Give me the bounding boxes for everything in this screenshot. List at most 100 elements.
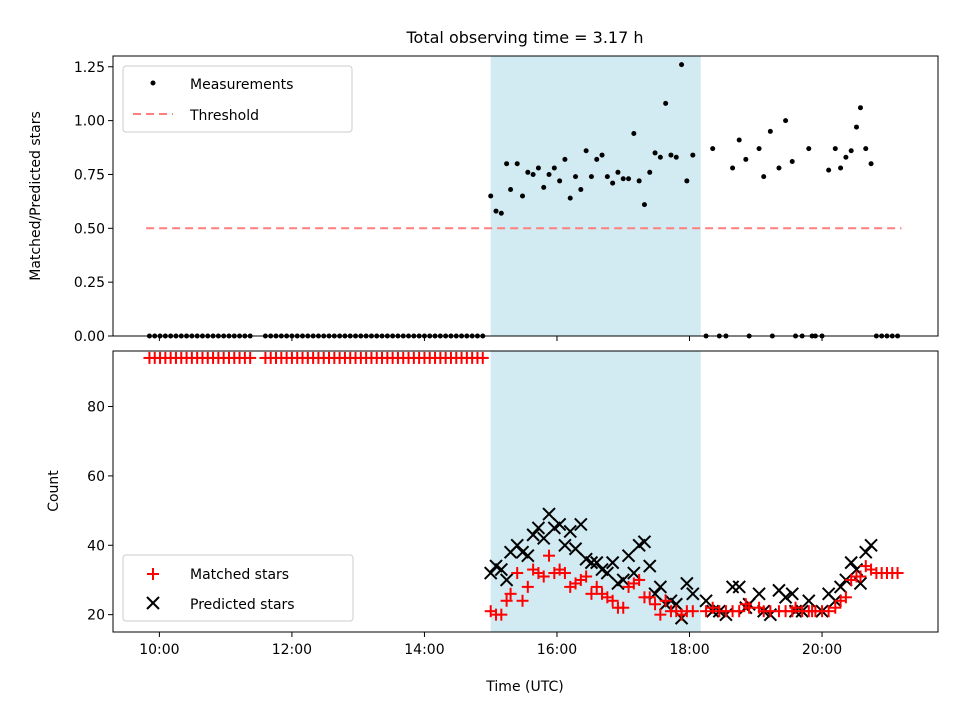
- predicted-stars-point: [568, 542, 583, 556]
- measurement-point: [652, 150, 658, 156]
- measurement-point: [641, 202, 647, 208]
- predicted-stars-point: [590, 555, 604, 570]
- chart-title: Total observing time = 3.17 h: [405, 28, 643, 47]
- measurement-point: [684, 178, 690, 184]
- measurement-point: [551, 165, 557, 171]
- matched-stars-point: [839, 591, 852, 604]
- predicted-stars-point: [699, 594, 713, 608]
- measurement-point: [583, 148, 589, 154]
- ratio-panel-frame: [112, 55, 939, 337]
- legend-marker-predicted: [146, 596, 160, 610]
- matched-stars-point: [654, 608, 667, 621]
- matched-stars-point: [733, 605, 746, 618]
- predicted-stars-point: [574, 517, 588, 532]
- predicted-stars-point: [542, 507, 556, 521]
- measurement-point: [493, 208, 499, 214]
- measurement-point: [610, 180, 616, 186]
- measurement-point: [663, 100, 669, 106]
- measurement-point: [520, 193, 526, 199]
- count-panel-x-axis: 10:00 12:00 14:00 16:00 18:00 20:00: [139, 632, 842, 658]
- legend-label-threshold: Threshold: [189, 108, 259, 124]
- measurement-point: [710, 146, 716, 152]
- predicted-stars-point: [752, 587, 766, 601]
- predicted-stars-point: [732, 580, 746, 594]
- legend-label-measurements: Measurements: [190, 77, 293, 93]
- measurement-point: [783, 118, 789, 124]
- predicted-stars-point: [558, 538, 572, 552]
- predicted-stars-point: [494, 562, 509, 577]
- matched-stars-point: [558, 567, 571, 580]
- measurement-point: [853, 124, 859, 130]
- measurement-point: [863, 146, 869, 152]
- predicted-stars-point: [616, 573, 630, 587]
- legend-box: [122, 65, 353, 133]
- x-tick-label: 10:00: [139, 642, 179, 658]
- matched-stars-point: [659, 594, 672, 607]
- predicted-stars-point: [859, 545, 873, 559]
- predicted-stars-point: [778, 590, 793, 605]
- measurement-point: [826, 167, 832, 173]
- measurement-point: [525, 169, 531, 175]
- measurement-point: [604, 174, 610, 180]
- predicted-stars-point: [552, 517, 567, 532]
- matched-stars-point: [606, 594, 619, 607]
- predicted-stars-point: [627, 566, 641, 580]
- measurement-point: [546, 171, 552, 177]
- y-tick-label: 0.00: [74, 329, 105, 345]
- measurement-point: [690, 152, 696, 158]
- measurement-point: [776, 165, 782, 171]
- measurement-point: [504, 161, 510, 167]
- predicted-stars-point: [621, 548, 636, 563]
- matched-stars-point: [495, 608, 508, 621]
- measurement-point: [578, 187, 584, 193]
- measurement-point: [668, 152, 674, 158]
- measurement-point: [838, 165, 844, 171]
- matched-stars-point: [537, 570, 550, 583]
- matched-stars-point: [617, 601, 630, 614]
- x-axis-label: Time (UTC): [485, 679, 563, 695]
- predicted-stars-point: [484, 566, 498, 580]
- measurements-series: [146, 62, 901, 339]
- measurement-point: [508, 187, 514, 193]
- matched-stars-point: [504, 587, 517, 600]
- measurement-point: [562, 156, 568, 162]
- ratio-panel-y-axis: 0.00 0.25 0.50 0.75 1.00 1.25: [74, 60, 113, 345]
- x-tick-label: 16:00: [537, 642, 577, 658]
- y-tick-label: 40: [87, 538, 105, 554]
- measurement-point: [761, 174, 767, 180]
- measurement-point: [498, 210, 504, 216]
- matched-stars-point: [585, 587, 598, 600]
- matched-stars-point: [854, 570, 867, 583]
- measurement-point: [756, 146, 762, 152]
- measurement-point: [647, 169, 653, 175]
- y-tick-label: 80: [87, 400, 105, 416]
- predicted-stars-point: [605, 555, 620, 570]
- measurement-point: [743, 156, 749, 162]
- y-tick-label: 60: [87, 469, 105, 485]
- predicted-stars-point: [785, 587, 799, 601]
- predicted-stars-point: [563, 524, 577, 539]
- measurement-point: [488, 193, 494, 199]
- measurement-point: [626, 176, 632, 182]
- predicted-stars-point: [521, 548, 535, 563]
- measurement-point: [541, 184, 547, 190]
- measurement-point: [730, 165, 736, 171]
- measurement-point: [789, 159, 795, 165]
- matched-stars-point: [633, 573, 646, 586]
- ratio-panel-y-label: Matched/Predicted stars: [28, 111, 44, 281]
- predicted-stars-point: [526, 528, 540, 542]
- matched-stars-point: [590, 580, 603, 593]
- predicted-stars-point: [686, 587, 700, 601]
- y-tick-label: 0.75: [74, 167, 105, 183]
- y-tick-label: 0.50: [74, 221, 105, 237]
- measurement-point: [767, 128, 773, 134]
- predicted-stars-point: [844, 555, 858, 570]
- predicted-stars-point: [499, 573, 514, 587]
- legend-label-predicted: Predicted stars: [190, 597, 295, 613]
- predicted-stars-point: [864, 538, 878, 552]
- matched-stars-point: [543, 549, 556, 562]
- measurement-point: [868, 161, 874, 167]
- count-panel-frame: [112, 350, 939, 633]
- ratio-panel: 0.00 0.25 0.50 0.75 1.00 1.25 Matched/Predict…: [28, 55, 939, 345]
